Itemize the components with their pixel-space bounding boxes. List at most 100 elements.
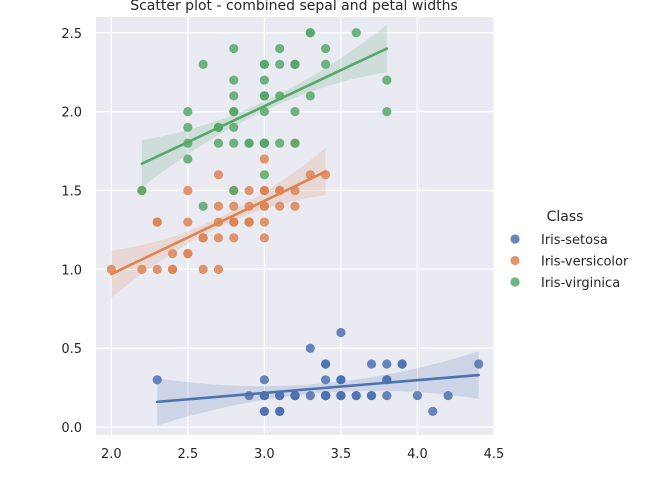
iris-setosa-point — [305, 390, 315, 401]
iris-versicolor-point — [244, 185, 254, 196]
y-tick-label: 0.5 — [61, 342, 82, 357]
iris-setosa-point — [366, 359, 377, 369]
iris-setosa-point — [382, 390, 392, 401]
iris-versicolor-point — [152, 264, 162, 274]
iris-versicolor-point — [229, 233, 239, 243]
iris-versicolor-legend-marker — [510, 255, 520, 266]
y-tick-label: 2.5 — [61, 27, 82, 42]
iris-versicolor-point — [244, 217, 254, 227]
iris-virginica-point — [275, 59, 285, 69]
iris-virginica-point — [305, 28, 315, 38]
x-tick-label: 2.5 — [178, 447, 199, 462]
iris-setosa-point — [336, 375, 346, 385]
x-tick-label: 3.5 — [331, 447, 352, 462]
plot-background — [96, 17, 494, 435]
iris-virginica-point — [244, 138, 254, 148]
iris-versicolor-point — [229, 217, 239, 227]
legend-label-iris-virginica: Iris-virginica — [541, 276, 620, 291]
iris-versicolor-point — [259, 217, 269, 227]
iris-versicolor-point — [183, 217, 193, 227]
y-tick-label: 1.0 — [61, 263, 82, 278]
iris-setosa-point — [321, 359, 331, 369]
iris-versicolor-point — [275, 201, 285, 211]
iris-setosa-point — [366, 390, 377, 401]
iris-virginica-point — [321, 59, 331, 69]
legend-title: Class — [547, 209, 584, 225]
iris-versicolor-point — [198, 233, 208, 243]
iris-versicolor-point — [137, 264, 147, 274]
iris-virginica-point — [229, 107, 239, 117]
iris-versicolor-point — [167, 249, 178, 259]
iris-versicolor-point — [167, 264, 178, 274]
iris-setosa-legend-marker — [510, 234, 520, 244]
iris-virginica-point — [305, 91, 315, 101]
iris-setosa-point — [397, 359, 407, 369]
chart-title: Scatter plot - combined sepal and petal … — [130, 0, 458, 14]
iris-setosa-point — [412, 390, 423, 401]
iris-virginica-point — [275, 43, 285, 54]
iris-versicolor-point — [183, 249, 193, 259]
iris-virginica-point — [198, 59, 208, 69]
iris-setosa-point — [305, 343, 315, 353]
iris-virginica-point — [259, 75, 269, 85]
iris-virginica-point — [259, 138, 269, 148]
iris-versicolor-point — [229, 201, 239, 211]
iris-setosa-point — [382, 359, 392, 369]
data-points — [106, 28, 484, 416]
iris-setosa-point — [336, 390, 346, 401]
iris-setosa-trend-line — [155, 373, 480, 404]
iris-virginica-point — [290, 107, 300, 117]
iris-versicolor-point — [213, 264, 224, 274]
iris-virginica-point — [183, 107, 193, 117]
x-tick-label: 4.5 — [484, 447, 505, 462]
trend-lines — [110, 47, 480, 404]
iris-virginica-point — [259, 107, 269, 117]
iris-virginica-point — [259, 91, 269, 101]
iris-versicolor-point — [290, 201, 300, 211]
iris-setosa-point — [351, 390, 361, 401]
iris-virginica-point — [382, 75, 392, 85]
iris-virginica-point — [183, 122, 193, 133]
iris-virginica-point — [229, 91, 239, 101]
iris-versicolor-point — [213, 201, 224, 211]
iris-virginica-point — [290, 59, 300, 69]
iris-setosa-point — [290, 390, 300, 401]
iris-virginica-point — [229, 185, 239, 196]
iris-virginica-point — [321, 43, 331, 54]
iris-virginica-point — [382, 107, 392, 117]
y-tick-label: 1.5 — [61, 185, 82, 200]
iris-setosa-point — [275, 406, 285, 416]
iris-virginica-point — [183, 154, 193, 164]
y-tick-label: 2.0 — [61, 106, 82, 121]
iris-setosa-point — [428, 406, 438, 416]
iris-virginica-point — [351, 28, 361, 38]
iris-virginica-point — [229, 75, 239, 85]
iris-virginica-point — [213, 138, 224, 148]
iris-versicolor-point — [152, 217, 162, 227]
iris-setosa-point — [336, 327, 346, 338]
plot-area — [96, 17, 494, 435]
iris-versicolor-point — [259, 185, 269, 196]
iris-virginica-point — [290, 138, 300, 148]
iris-versicolor-point — [259, 233, 269, 243]
x-tick-label: 2.0 — [101, 447, 122, 462]
iris-virginica-point — [229, 138, 239, 148]
iris-setosa-point — [259, 375, 269, 385]
iris-setosa-point — [474, 359, 484, 369]
iris-virginica-point — [229, 43, 239, 54]
iris-virginica-legend-marker — [510, 277, 520, 287]
legend-label-iris-versicolor: Iris-versicolor — [541, 255, 629, 270]
iris-virginica-point — [229, 122, 239, 133]
tick-labels: 2.0 2.5 3.0 3.5 4.0 4.5 0.0 0.5 1.0 1.5 2.0 2.5 — [61, 27, 504, 462]
iris-versicolor-point — [213, 170, 224, 180]
iris-versicolor-point — [259, 154, 269, 164]
legend: Class Iris-setosa Iris-versicolor Iris-vir… — [510, 209, 629, 291]
iris-virginica-trend-line — [140, 47, 389, 165]
iris-virginica-point — [275, 138, 285, 148]
iris-virginica-point — [137, 185, 147, 196]
iris-versicolor-point — [213, 233, 224, 243]
iris-virginica-point — [198, 201, 208, 211]
x-tick-label: 4.0 — [407, 447, 428, 462]
